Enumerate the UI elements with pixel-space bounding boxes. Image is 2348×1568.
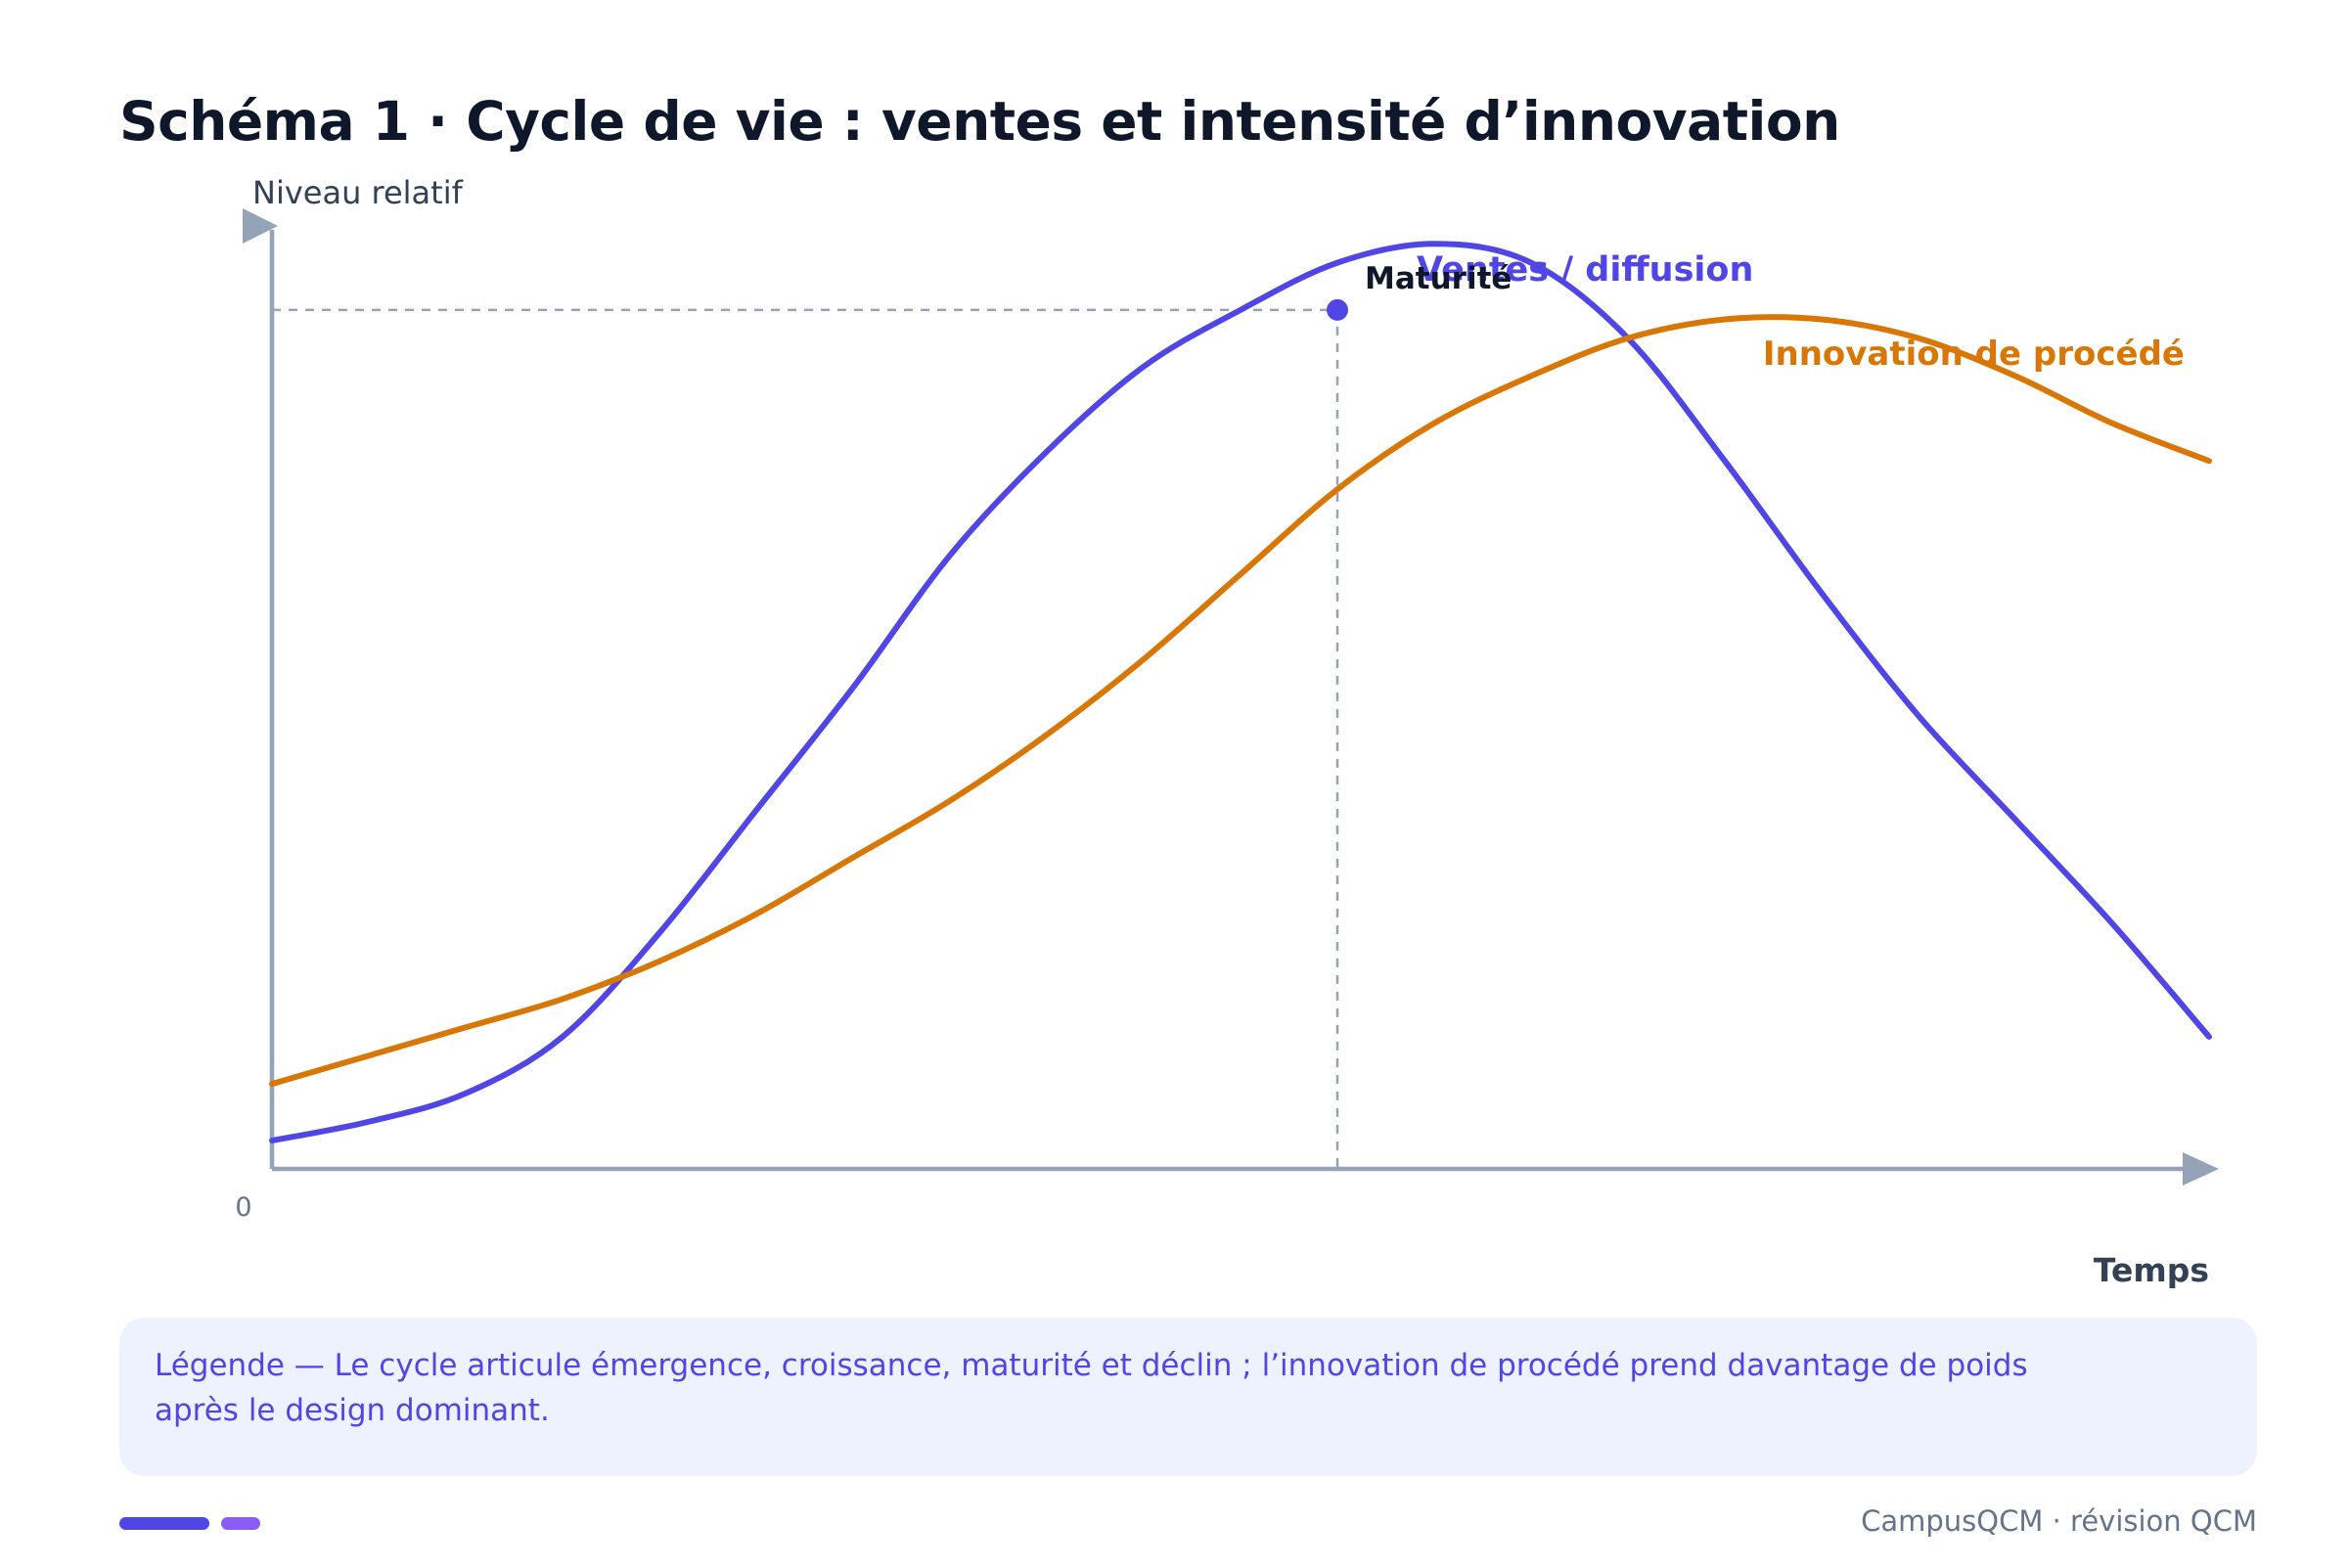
x-axis-label: Temps — [2094, 1251, 2209, 1289]
series-line-innovation-de-procede — [269, 314, 2212, 1088]
y-axis-label: Niveau relatif — [252, 174, 464, 211]
footer-brand: CampusQCM · révision QCM — [1861, 1504, 2257, 1538]
annotation-marker — [1327, 298, 1348, 321]
series-label-innovation: Innovation de procédé — [1763, 335, 2185, 374]
chart-svg: Niveau relatif Temps 0 Ventes / diffusion In… — [235, 174, 2219, 1289]
x-axis-arrow-icon — [2183, 1152, 2219, 1186]
series-label-ventes: Ventes / diffusion — [1417, 250, 1753, 290]
footer-accent-bar-secondary — [221, 1517, 260, 1530]
footer-accent-bar-primary — [119, 1517, 209, 1530]
y-axis-arrow-icon — [243, 208, 278, 244]
origin-tick-label: 0 — [235, 1192, 251, 1223]
legend-text: Légende — Le cycle articule émergence, c… — [155, 1348, 2028, 1428]
legend-box: Légende — Le cycle articule émergence, c… — [119, 1318, 2257, 1476]
series-line-ventes-diffusion — [269, 241, 2212, 1144]
annotation-label: Maturité — [1365, 261, 1512, 296]
chart-title: Schéma 1 · Cycle de vie : ventes et inte… — [119, 90, 1840, 153]
